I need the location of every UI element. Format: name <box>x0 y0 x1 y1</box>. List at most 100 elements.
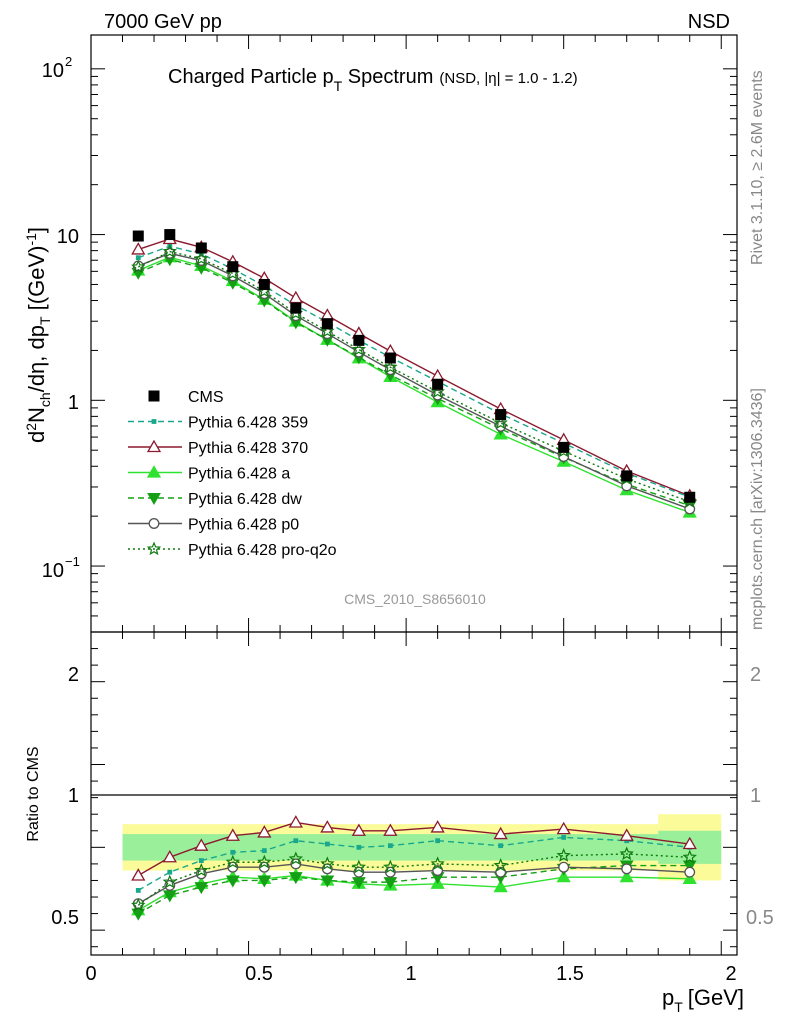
series-1-ratio-point-13 <box>682 836 697 850</box>
cms-point-1 <box>164 229 176 241</box>
series-4-ratio-point-12 <box>621 863 633 875</box>
series-3-ratio-point-13 <box>682 860 697 873</box>
series-0-main-point-0 <box>135 255 141 261</box>
cms-point-5 <box>290 302 302 314</box>
series-3-ratio-point-3 <box>225 875 240 888</box>
analysis-label: CMS_2010_S8656010 <box>344 591 486 607</box>
series-1-ratio-point-10 <box>493 826 508 840</box>
series-5-ratio-point-12 <box>619 846 634 861</box>
process-label: NSD <box>688 11 730 33</box>
legend-marker-4 <box>148 518 160 529</box>
cms-point-7 <box>353 334 365 346</box>
series-3-ratio-point-5 <box>288 872 303 885</box>
svg-text:d2Nch/dη, dpT [(GeV)-1]: d2Nch/dη, dpT [(GeV)-1] <box>23 227 53 443</box>
series-0-ratio-point-2 <box>198 858 204 863</box>
ratio-tick-label-0.5: 0.5 <box>51 907 79 929</box>
series-3-ratio-line <box>137 864 690 915</box>
legend-marker-cms <box>148 390 160 402</box>
legend-label-5: Pythia 6.428 pro-q2o <box>188 542 337 559</box>
legend-marker-1 <box>146 439 162 453</box>
energy-label: 7000 GeV pp <box>104 11 222 33</box>
series-2-ratio-line <box>137 874 690 911</box>
x-tick-label-0.5: 0.5 <box>245 963 273 985</box>
cms-point-8 <box>384 352 396 364</box>
series-3-ratio-point-2 <box>194 882 209 895</box>
x-tick-label-1: 1 <box>405 963 416 985</box>
series-5-ratio-point-8 <box>383 859 398 874</box>
series-1-ratio-point-11 <box>556 821 571 835</box>
series-1-ratio-point-9 <box>430 820 445 833</box>
y-tick-label-1: 1 <box>68 392 79 414</box>
rivet-label: Rivet 3.1.10, ≥ 2.6M events <box>749 70 766 265</box>
y-axis-label: d2Nch/dη, dpT [(GeV)-1] <box>23 227 53 443</box>
series-4-ratio-point-11 <box>558 861 570 873</box>
series-0-ratio-point-11 <box>561 834 567 840</box>
cms-point-6 <box>321 318 333 330</box>
series-1-ratio-point-12 <box>619 828 634 841</box>
cms-point-9 <box>432 378 444 390</box>
ratio-tick-label-2: 2 <box>68 664 79 686</box>
main-panel: 10 2 10 1 10 −1 d2Nch/dη, dpT [(GeV)-1] … <box>23 34 738 633</box>
series-5-ratio-point-1 <box>162 874 177 889</box>
legend: CMS Pythia 6.428 359 Pythia 6.428 370 Pythi… <box>128 389 337 559</box>
series-5-ratio-point-0 <box>131 897 146 912</box>
series-0-ratio-point-8 <box>387 843 393 849</box>
series-0-ratio-point-3 <box>230 849 236 855</box>
series-1-main-point-0 <box>131 242 146 255</box>
series-1-ratio-point-5 <box>288 815 303 828</box>
legend-label-4: Pythia 6.428 p0 <box>188 517 299 534</box>
legend-label-3: Pythia 6.428 dw <box>188 491 302 508</box>
legend-marker-5 <box>146 541 162 556</box>
ratio-tick-label-right-2: 2 <box>750 664 761 686</box>
series-2-ratio-point-13 <box>682 871 697 884</box>
series-5-ratio-line <box>137 853 690 906</box>
series-4-ratio-point-13 <box>684 866 696 878</box>
x-tick-label-0: 0 <box>85 963 96 985</box>
series-1-ratio-point-7 <box>351 823 366 836</box>
ratio-frame <box>90 631 738 956</box>
main-ticks-group <box>90 35 737 633</box>
ratio-y-label: Ratio to CMS <box>25 746 42 841</box>
series-1-ratio-point-1 <box>162 849 177 863</box>
cms-point-3 <box>227 261 239 273</box>
series-5-ratio-point-4 <box>257 854 272 869</box>
ratio-series-group <box>131 815 697 921</box>
legend-marker-2 <box>146 465 162 478</box>
series-5-main-point-0 <box>131 259 146 274</box>
series-1-ratio-line <box>137 821 690 877</box>
ratio-ticks-group <box>90 632 737 955</box>
series-0-ratio-line <box>137 836 690 892</box>
series-2-ratio-point-11 <box>556 869 571 883</box>
series-0-ratio-point-5 <box>293 838 299 844</box>
series-2-ratio-point-12 <box>619 869 634 883</box>
x-tick-label-1.5: 1.5 <box>556 963 584 985</box>
series-5-ratio-point-3 <box>225 854 240 869</box>
series-5-main-point-7 <box>351 341 367 356</box>
y-tick-label-10: 10 <box>57 226 79 248</box>
series-0-ratio-point-10 <box>498 843 504 849</box>
series-5-main-point-2 <box>194 251 209 265</box>
series-5-ratio-point-9 <box>430 856 445 871</box>
series-5-ratio-point-10 <box>493 857 508 872</box>
legend-marker-0 <box>151 419 157 424</box>
main-series-group <box>131 229 697 518</box>
cms-point-2 <box>195 242 207 254</box>
series-1-ratio-point-6 <box>320 820 335 833</box>
ratio-panel: 2 1 0.5 2 1 0.5 Ratio to CMS 0 0.5 1 1.5… <box>25 631 774 1015</box>
series-5-main-point-9 <box>430 384 445 398</box>
series-3-ratio-point-6 <box>320 875 335 888</box>
x-tick-label-2: 2 <box>725 963 736 985</box>
ratio-tick-label-1: 1 <box>68 785 79 807</box>
ratio-tick-label-right-1: 1 <box>750 785 761 807</box>
series-5-ratio-point-13 <box>682 849 697 864</box>
series-0-ratio-point-1 <box>167 869 173 875</box>
legend-marker-3 <box>147 493 161 506</box>
cms-point-11 <box>558 441 570 453</box>
y-tick-exp-0.1: −1 <box>65 554 80 569</box>
series-4-main-line <box>138 252 690 510</box>
ratio-tick-label-right-0.5: 0.5 <box>746 907 774 929</box>
series-1-ratio-point-0 <box>131 868 146 881</box>
series-5-ratio-point-5 <box>288 851 304 866</box>
y-tick-exp-100: 2 <box>65 54 72 69</box>
series-5-ratio-point-7 <box>351 859 367 874</box>
